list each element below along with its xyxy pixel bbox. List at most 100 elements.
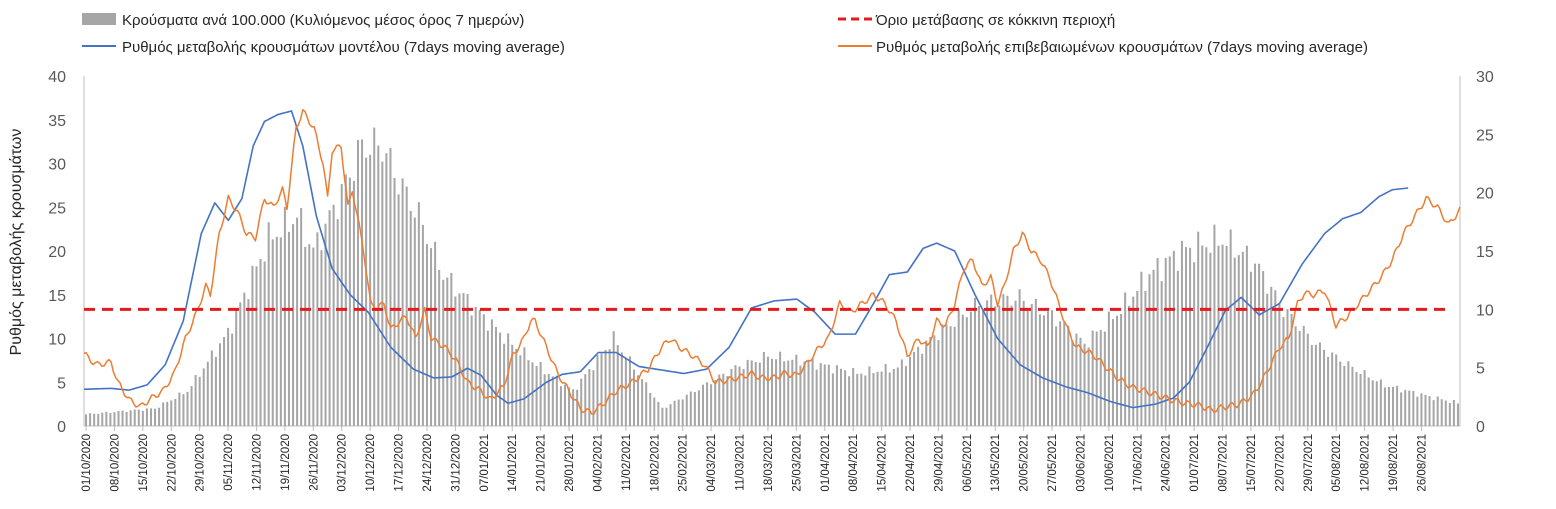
bar: [316, 232, 319, 426]
bar: [231, 333, 234, 426]
bar: [1079, 337, 1082, 426]
y-tick-label-left: 25: [48, 200, 66, 217]
bar: [1310, 344, 1313, 426]
bar: [608, 349, 611, 426]
bar: [775, 359, 778, 426]
bar: [93, 413, 96, 426]
bar: [762, 352, 765, 426]
bar: [730, 368, 733, 426]
bar: [1302, 325, 1305, 426]
bar: [1002, 294, 1005, 426]
y-tick-label-right: 0: [1476, 419, 1485, 436]
bar: [750, 360, 753, 426]
bar: [527, 360, 530, 426]
bar: [799, 365, 802, 426]
bar: [1432, 400, 1435, 426]
bar: [97, 413, 100, 426]
bar: [949, 326, 952, 426]
bar: [791, 359, 794, 426]
bar: [145, 408, 148, 426]
x-tick-label: 24/12/2020: [422, 434, 434, 492]
bar: [369, 154, 372, 426]
bar: [1046, 311, 1050, 426]
x-tick-label: 01/10/2020: [81, 434, 93, 492]
bar: [827, 364, 830, 426]
x-tick-label: 12/08/2021: [1360, 434, 1372, 492]
bar: [198, 376, 201, 426]
bar: [182, 394, 185, 426]
bar: [113, 412, 116, 426]
bar: [381, 161, 384, 426]
bar: [1282, 317, 1285, 426]
bar: [1160, 281, 1163, 426]
x-tick-label: 24/06/2021: [1161, 434, 1173, 492]
bar: [969, 311, 972, 426]
bar: [1266, 293, 1269, 426]
bar: [1148, 274, 1151, 426]
legend-label-cases: Κρούσματα ανά 100.000 (Κυλιόμενος μέσος …: [122, 12, 524, 29]
y-tick-label-right: 5: [1476, 361, 1485, 378]
bar: [149, 408, 152, 426]
bar: [259, 258, 262, 426]
bar: [125, 411, 128, 426]
x-tick-label: 19/08/2021: [1388, 434, 1400, 492]
bar: [1416, 396, 1419, 426]
bar: [1132, 296, 1135, 426]
bar: [852, 367, 855, 426]
bar: [953, 326, 956, 426]
legend-item-cases: Κρούσματα ανά 100.000 (Κυλιόμενος μέσος …: [82, 12, 524, 29]
bar: [186, 391, 189, 426]
bar: [117, 410, 120, 426]
bar: [389, 148, 392, 427]
bar: [685, 394, 688, 426]
bar: [1128, 305, 1131, 426]
bar: [1396, 385, 1399, 426]
bar: [1107, 311, 1110, 426]
bar: [637, 375, 640, 426]
bar: [438, 269, 441, 426]
x-tick-label: 10/06/2021: [1104, 434, 1116, 492]
bar: [121, 410, 124, 426]
bar: [158, 407, 161, 426]
bar: [223, 336, 226, 426]
bar: [417, 202, 420, 426]
bar: [900, 359, 903, 426]
bar: [202, 368, 205, 426]
bar: [559, 386, 562, 426]
bar: [1042, 315, 1045, 426]
bar: [563, 384, 567, 426]
bar: [89, 413, 92, 426]
bar: [1254, 263, 1257, 426]
bar: [255, 266, 258, 426]
bar: [478, 309, 481, 426]
bar: [304, 246, 307, 426]
bar: [986, 300, 989, 426]
bar: [247, 299, 250, 426]
bar: [977, 305, 981, 426]
bar: [1225, 245, 1228, 426]
bar: [1095, 331, 1098, 426]
bar: [957, 310, 960, 426]
bar: [965, 317, 968, 426]
bar: [1189, 247, 1192, 426]
bar: [1083, 343, 1086, 426]
x-tick-label: 29/04/2021: [933, 434, 945, 492]
bar: [1051, 310, 1054, 426]
bar: [738, 366, 741, 426]
bar: [568, 387, 571, 426]
bar: [783, 361, 786, 426]
x-tick-label: 12/11/2020: [252, 434, 264, 491]
bar: [770, 358, 774, 426]
bar: [819, 363, 822, 426]
bar: [1249, 271, 1252, 426]
x-tick-label: 17/06/2021: [1132, 434, 1144, 492]
bar: [1363, 370, 1366, 426]
bar: [657, 401, 660, 426]
x-tick-label: 08/07/2021: [1218, 434, 1230, 492]
bar: [681, 399, 684, 426]
legend: Κρούσματα ανά 100.000 (Κυλιόμενος μέσος …: [82, 12, 1368, 56]
x-tick-label: 18/03/2021: [763, 434, 775, 492]
bar: [405, 186, 408, 426]
bar: [190, 386, 193, 426]
bar: [243, 292, 246, 426]
